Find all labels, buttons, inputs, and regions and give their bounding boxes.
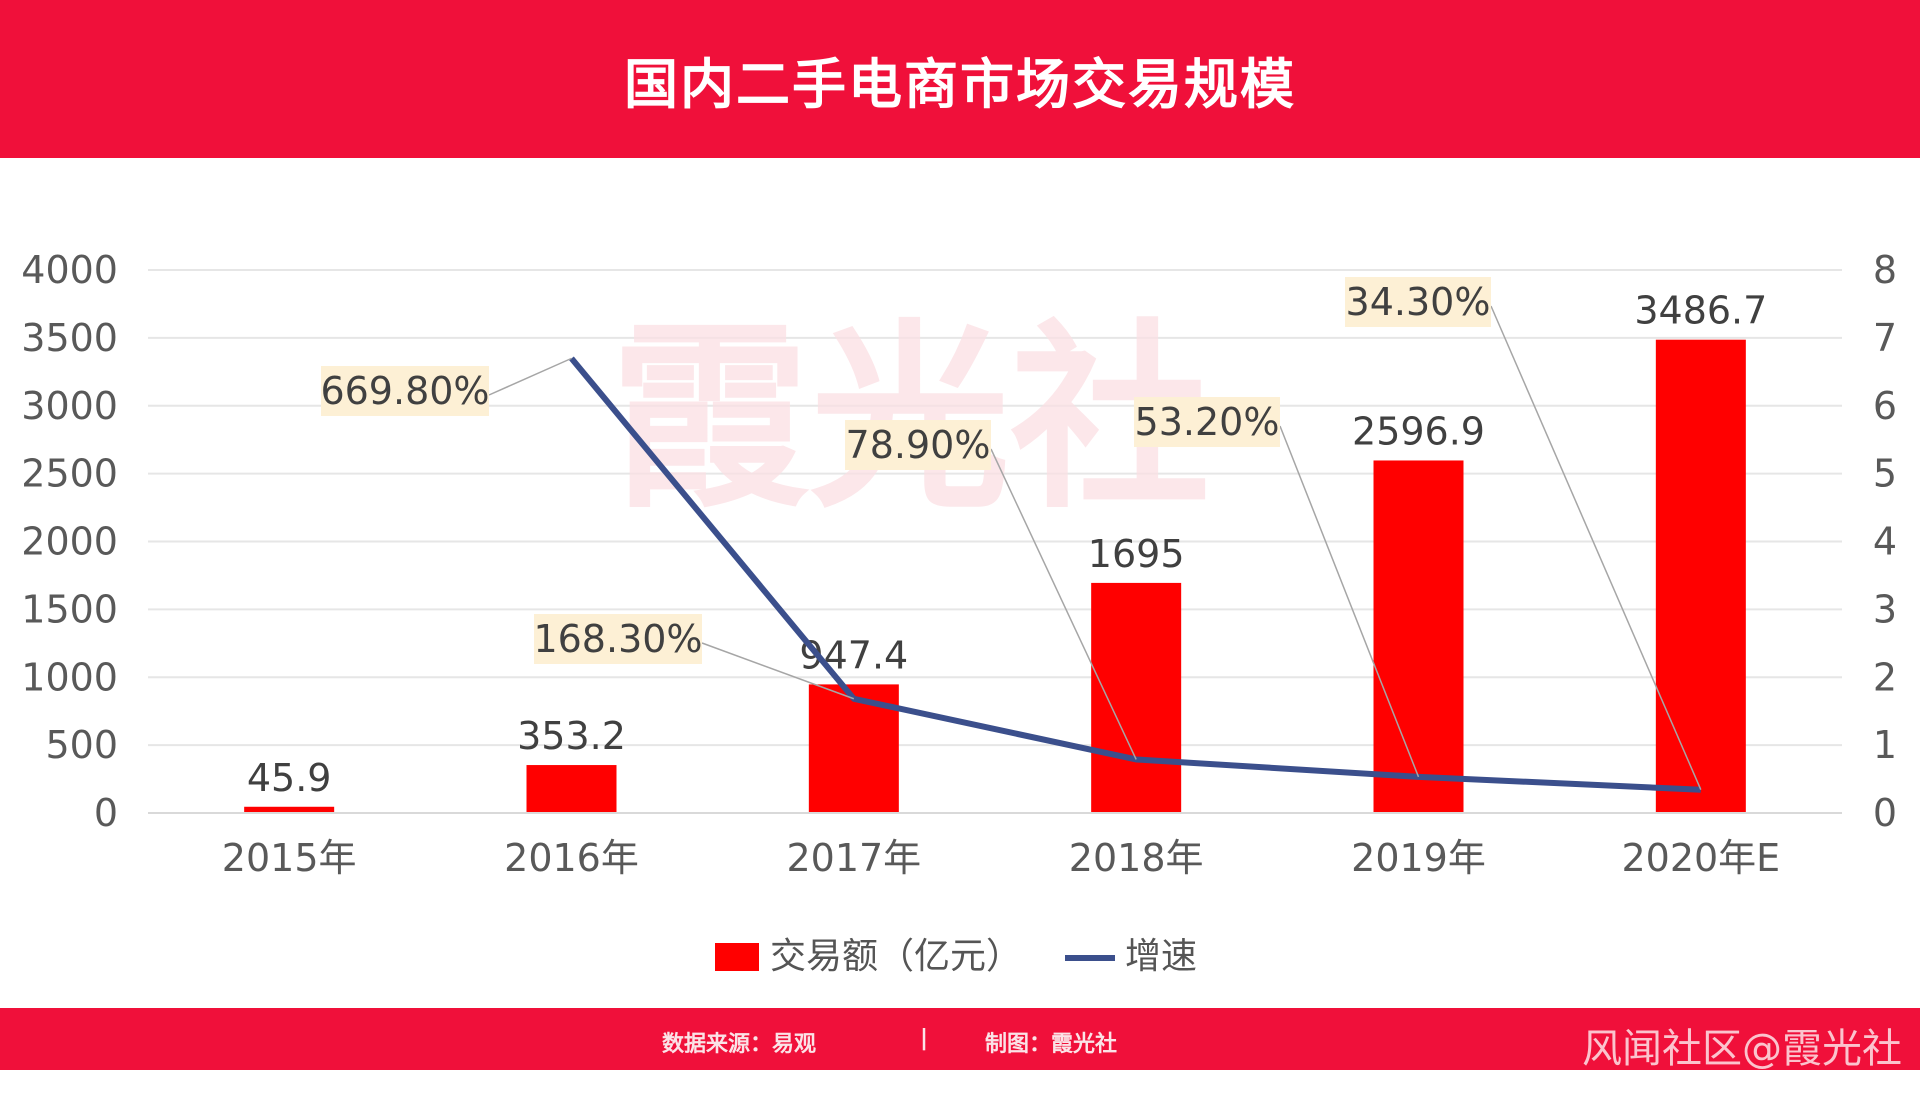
y-left-tick-label: 3000 bbox=[21, 384, 118, 428]
callout-leader bbox=[701, 642, 855, 700]
callout-box bbox=[534, 614, 702, 664]
bar bbox=[1091, 582, 1182, 813]
bar-data-label: 2596.9 bbox=[1352, 409, 1485, 453]
footer-maker: 制图：霞光社 bbox=[985, 1032, 1118, 1057]
bottom-strip bbox=[0, 1070, 1920, 1102]
y-right-tick-label: 1 bbox=[1873, 723, 1897, 767]
callout-leader bbox=[1490, 305, 1702, 791]
y-left-tick-label: 4000 bbox=[21, 248, 118, 292]
legend-bar-label: 交易额（亿元） bbox=[770, 936, 1022, 977]
watermark-text: 霞光社 bbox=[610, 303, 1210, 536]
footer-source: 数据来源：易观 bbox=[662, 1032, 817, 1057]
callout-leader bbox=[1279, 425, 1420, 778]
y-right-tick-label: 6 bbox=[1873, 384, 1897, 428]
callout-box bbox=[1345, 277, 1491, 327]
chart-title: 国内二手电商市场交易规模 bbox=[624, 52, 1296, 116]
y-right-tick-label: 8 bbox=[1873, 248, 1897, 292]
growth-data-label: 78.90% bbox=[846, 423, 991, 467]
y-left-tick-label: 0 bbox=[94, 791, 118, 835]
y-right-tick-label: 0 bbox=[1873, 791, 1897, 835]
chart-area: 霞光社 45.9 353.2 947.4 1695 2596.9 3486.7 669.8… bbox=[0, 158, 1920, 1008]
x-tick-label: 2018年 bbox=[1069, 836, 1204, 880]
bar-data-label: 3486.7 bbox=[1634, 289, 1767, 333]
y-left-tick-label: 2000 bbox=[21, 520, 118, 564]
callout-leader bbox=[488, 357, 572, 396]
bar bbox=[244, 806, 335, 813]
axis-layer: 0 500 1000 1500 2000 2500 3000 3500 4000 0 1 2 3 4 5 6 7… bbox=[21, 248, 1897, 880]
bar bbox=[1655, 339, 1746, 813]
growth-data-label: 669.80% bbox=[320, 369, 489, 413]
legend-line-label: 增速 bbox=[1125, 936, 1197, 977]
x-tick-label: 2017年 bbox=[786, 836, 921, 880]
line-layer: 669.80% 168.30% 78.90% 53.20% 34.30% bbox=[320, 277, 1702, 793]
y-right-tick-label: 5 bbox=[1873, 452, 1897, 496]
legend-bar-swatch bbox=[715, 943, 759, 971]
footer-credit: 风闻社区@霞光社 bbox=[1582, 1026, 1902, 1072]
bar bbox=[526, 765, 617, 813]
callout-leader bbox=[990, 448, 1137, 760]
y-right-tick-label: 4 bbox=[1873, 520, 1897, 564]
callout-box bbox=[1134, 397, 1280, 447]
footer-separator: | bbox=[920, 1026, 929, 1051]
y-right-tick-label: 3 bbox=[1873, 587, 1897, 631]
legend: 交易额（亿元） 增速 bbox=[715, 936, 1197, 977]
y-left-tick-label: 1000 bbox=[21, 655, 118, 699]
bar-data-label: 45.9 bbox=[247, 756, 332, 800]
bar-data-label: 1695 bbox=[1088, 532, 1185, 576]
x-tick-label: 2015年 bbox=[222, 836, 357, 880]
y-left-tick-label: 1500 bbox=[21, 587, 118, 631]
y-right-tick-label: 2 bbox=[1873, 655, 1897, 699]
y-left-tick-label: 3500 bbox=[21, 316, 118, 360]
y-left-tick-label: 2500 bbox=[21, 452, 118, 496]
growth-data-label: 53.20% bbox=[1135, 400, 1280, 444]
growth-data-label: 168.30% bbox=[533, 617, 702, 661]
y-right-tick-label: 7 bbox=[1873, 316, 1897, 360]
bar bbox=[1373, 460, 1464, 813]
x-tick-label: 2016年 bbox=[504, 836, 639, 880]
header-band: 国内二手电商市场交易规模 bbox=[0, 0, 1920, 158]
x-tick-label: 2020年E bbox=[1621, 836, 1780, 880]
bar-data-label: 353.2 bbox=[517, 714, 626, 758]
footer-band: 数据来源：易观 | 制图：霞光社 风闻社区@霞光社 bbox=[0, 1008, 1920, 1072]
y-left-tick-label: 500 bbox=[45, 723, 118, 767]
x-tick-label: 2019年 bbox=[1351, 836, 1486, 880]
callout-box bbox=[321, 366, 489, 416]
growth-data-label: 34.30% bbox=[1346, 280, 1491, 324]
callout-box bbox=[845, 420, 991, 470]
